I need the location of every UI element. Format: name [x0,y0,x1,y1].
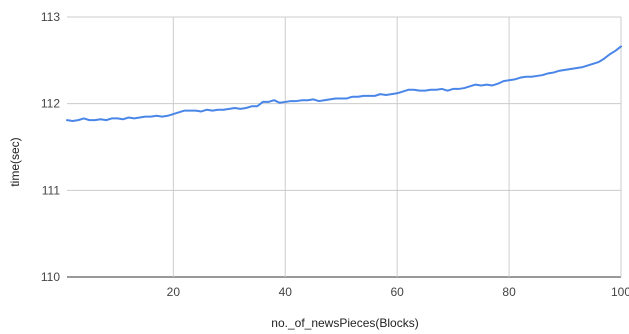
y-tick-labels: 110 111 112 113 [41,10,60,284]
y-axis-title: time(sec) [8,137,22,186]
y-tick-label: 111 [42,183,61,197]
x-tick-label: 20 [167,285,181,299]
grid [67,16,622,278]
y-tick-label: 110 [41,270,60,284]
y-tick-label: 112 [41,97,60,111]
x-tick-label: 40 [279,285,293,299]
x-tick-label: 80 [502,285,516,299]
y-tick-label: 113 [41,10,60,24]
series-line [66,45,622,122]
x-axis-title: no._of_newsPieces(Blocks) [271,316,418,330]
series-layer [66,45,622,122]
x-tick-label: 60 [390,285,404,299]
x-tick-label: 100 [611,285,629,299]
x-tick-labels: 20 40 60 80 100 [167,285,629,299]
